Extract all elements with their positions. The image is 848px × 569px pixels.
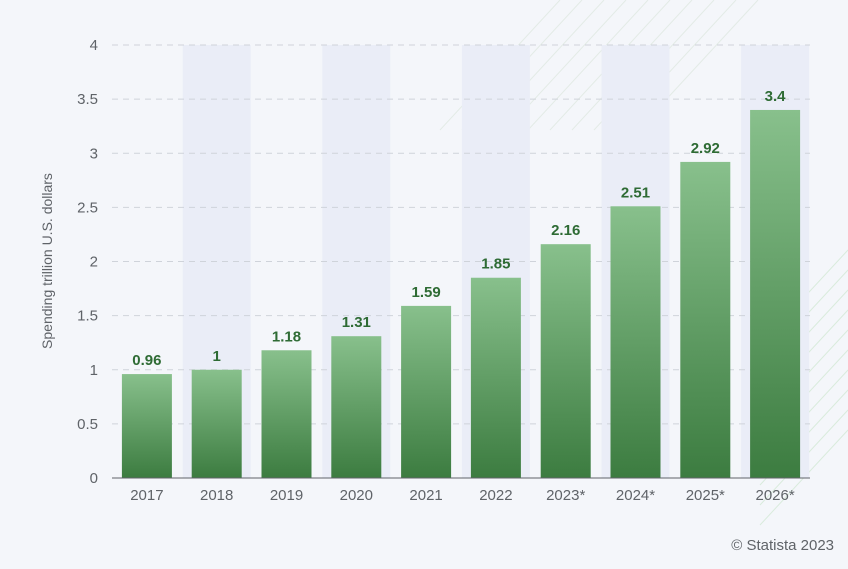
value-label: 0.96 [132,352,161,369]
y-tick-label: 4 [90,37,98,54]
bar [680,161,731,478]
bar [121,374,172,478]
y-tick-label: 3.5 [77,91,98,108]
value-label: 2.51 [621,184,650,201]
value-label: 2.16 [551,222,580,239]
bars [121,109,801,479]
bar [540,244,591,478]
x-tick-label: 2020 [340,487,373,504]
value-label: 1.31 [342,314,371,331]
bar [261,350,312,478]
x-tick-label: 2022 [479,487,512,504]
bar [331,336,382,478]
y-tick-label: 1 [90,362,98,379]
bar [401,305,452,478]
y-tick-label: 2 [90,254,98,271]
y-tick-label: 2.5 [77,199,98,216]
value-label: 1.59 [411,284,440,301]
value-label: 3.4 [765,88,787,105]
value-label: 1 [213,348,221,365]
value-label: 2.92 [691,140,720,157]
x-tick-label: 2025* [686,487,725,504]
value-label: 1.85 [481,256,510,273]
value-labels: 0.96 1 1.18 1.31 1.59 1.85 2.16 2.51 2.92 3.4 [132,88,786,369]
bar [750,109,801,478]
y-tick-labels: 0 0.5 1 1.5 2 2.5 3 3.5 4 [77,37,98,487]
statista-credit: © Statista 2023 [731,537,834,554]
x-tick-label: 2024* [616,487,655,504]
bar [470,277,521,478]
x-tick-label: 2019 [270,487,303,504]
value-label: 1.18 [272,328,301,345]
y-tick-label: 0.5 [77,416,98,433]
x-tick-labels: 2017 2018 2019 2020 2021 2022 2023* 2024* 2025* 2… [130,487,795,504]
bar [610,206,661,479]
y-axis-title: Spending trillion U.S. dollars [39,173,55,349]
x-tick-label: 2021 [409,487,442,504]
hatch-line [527,0,649,131]
bar [191,369,242,478]
y-tick-label: 0 [90,470,98,487]
x-tick-label: 2026* [755,487,794,504]
x-tick-label: 2017 [130,487,163,504]
y-tick-label: 1.5 [77,308,98,325]
x-tick-label: 2018 [200,487,233,504]
x-tick-label: 2023* [546,487,585,504]
y-tick-label: 3 [90,145,98,162]
